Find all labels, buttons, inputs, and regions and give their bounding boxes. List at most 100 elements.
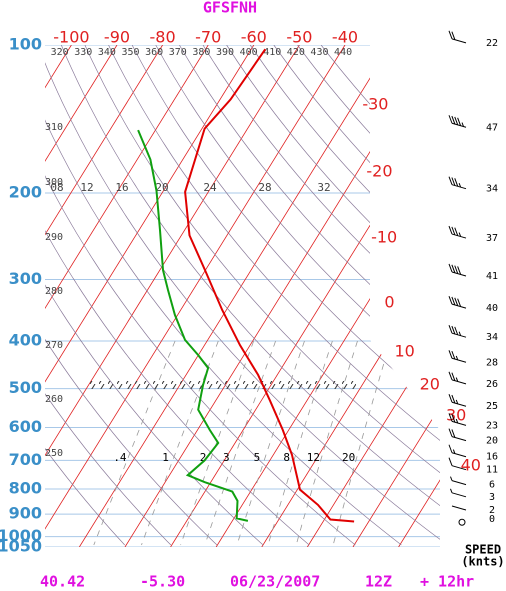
dry-adiabat <box>45 45 402 546</box>
isotherm-label: 10 <box>394 342 414 361</box>
wind-speed-label: 40 <box>486 303 498 314</box>
wind-barb <box>448 30 467 44</box>
barb-staff <box>451 357 467 363</box>
dry-adiabat <box>45 45 440 546</box>
y-tick-label: 300 <box>9 269 42 288</box>
wind-speed-label: 2 <box>489 505 495 516</box>
adiabat-label: 410 <box>263 47 281 58</box>
chart-title: GFSFNH <box>203 0 257 17</box>
wind-speed-label: 16 <box>486 452 498 463</box>
adiabat-label: 440 <box>334 47 352 58</box>
barb-feather <box>448 444 453 453</box>
y-tick-label: 400 <box>9 330 42 349</box>
wind-speed-label: 47 <box>486 122 498 133</box>
mixing-ratio-line <box>180 340 255 546</box>
barb-feather <box>451 429 456 438</box>
mixing-ratio-label: 2 <box>200 451 207 464</box>
wind-speed-label: 23 <box>486 420 498 431</box>
dry-adiabat <box>45 45 172 546</box>
y-tick-label: 1050 <box>0 537 42 556</box>
adiabat-label: 320 <box>51 47 69 58</box>
footer-text: 06/23/2007 <box>230 573 320 591</box>
wind-barb <box>450 476 467 486</box>
adiabat-label: 340 <box>98 47 116 58</box>
mixing-ratio-line <box>93 340 176 546</box>
barb-feather <box>448 115 453 124</box>
barb-feather <box>448 371 453 381</box>
moist-adiabat-label: 12 <box>80 181 93 194</box>
barb-feather <box>448 176 453 185</box>
wind-speed-label: 6 <box>489 480 495 491</box>
barb-feather <box>448 225 453 235</box>
isotherm-label: -40 <box>332 28 358 47</box>
wind-speed-label: 41 <box>486 271 498 282</box>
barb-feather <box>454 265 459 274</box>
moist-adiabat-label: 20 <box>155 181 168 194</box>
barb-feather <box>451 325 456 335</box>
barb-feather <box>450 488 453 493</box>
wind-unit: (knts) <box>461 555 504 569</box>
adiabat-label: 350 <box>121 47 139 58</box>
dry-adiabat <box>60 45 440 546</box>
barb-feather <box>451 414 456 423</box>
footer-text: 40.42 <box>40 573 85 591</box>
dry-adiabat <box>131 45 440 546</box>
wind-speed-label: 0 <box>489 514 495 525</box>
adiabat-label: 400 <box>240 47 258 58</box>
barb-feather <box>457 117 462 126</box>
adiabat-label: 310 <box>45 122 63 133</box>
y-tick-label: 600 <box>9 417 42 436</box>
barb-feather <box>455 377 459 382</box>
wind-barb <box>448 176 467 190</box>
isotherm <box>352 45 440 547</box>
barb-feather <box>455 418 459 424</box>
isotherm-label: -10 <box>371 228 397 247</box>
isotherm <box>45 45 209 547</box>
mixing-ratio-line <box>204 340 276 546</box>
wind-barb <box>448 444 467 458</box>
barb-feather <box>454 227 459 236</box>
wind-speed-label: 26 <box>486 379 498 390</box>
adiabat-label: 290 <box>45 232 63 243</box>
barb-feather <box>454 178 459 187</box>
barb-feather <box>448 295 453 305</box>
isotherm-label: 30 <box>446 406 466 425</box>
barb-feather <box>451 31 456 40</box>
adiabat-label: 390 <box>216 47 234 58</box>
barb-feather <box>457 266 462 275</box>
isotherm-label: 40 <box>461 456 481 475</box>
barb-feather <box>448 325 453 334</box>
wind-speed-label: 34 <box>486 332 498 343</box>
wind-speed-label: 22 <box>486 38 498 49</box>
moist-adiabat-label: 28 <box>258 181 271 194</box>
barb-feather <box>451 177 456 186</box>
wind-barb <box>448 394 467 407</box>
dry-adiabat <box>45 45 310 546</box>
isotherm <box>45 45 300 547</box>
barb-staff <box>451 465 467 471</box>
barb-feather <box>448 30 453 40</box>
adiabat-label: 250 <box>45 448 63 459</box>
dry-adiabat <box>45 45 125 546</box>
barb-feather <box>448 413 453 422</box>
wind-barb <box>448 350 467 363</box>
barb-staff <box>451 492 467 498</box>
adiabat-label: 330 <box>74 47 92 58</box>
isotherm <box>79 45 391 547</box>
barb-feather <box>451 394 456 404</box>
footer-text: + 12hr <box>420 573 474 591</box>
barb-staff <box>451 184 467 190</box>
dry-adiabat <box>226 45 440 546</box>
wind-barb <box>448 295 467 309</box>
isotherm-label: 20 <box>420 375 440 394</box>
barb-feather <box>455 399 459 405</box>
wind-barb <box>458 518 466 526</box>
isotherm-label: -90 <box>104 28 130 47</box>
isotherm-label: -30 <box>362 95 388 114</box>
wind-barb <box>448 115 467 128</box>
mixing-ratio-label: 1 <box>162 451 169 464</box>
dewpoint-profile <box>137 129 249 522</box>
grid <box>45 45 440 547</box>
barb-feather <box>448 263 453 273</box>
